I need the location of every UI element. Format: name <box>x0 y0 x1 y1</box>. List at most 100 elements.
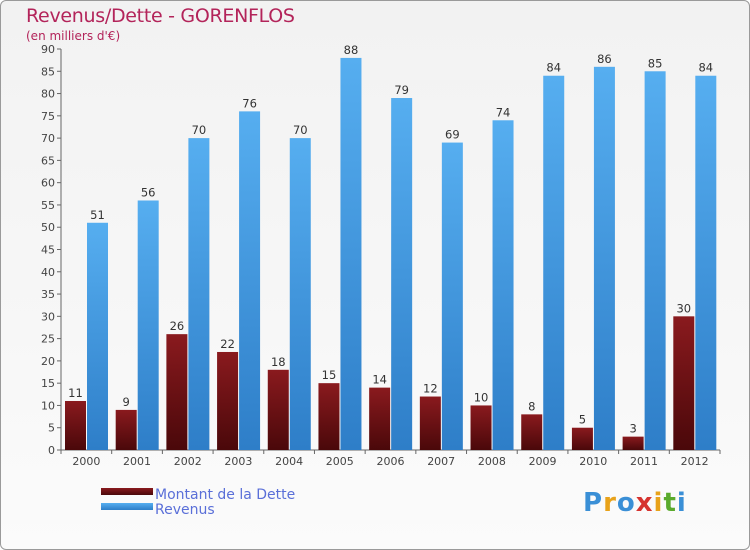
data-label: 51 <box>90 208 105 222</box>
brand-letter: i <box>653 488 664 518</box>
x-tick-label: 2010 <box>579 455 607 468</box>
bar-debt <box>318 383 340 450</box>
data-label: 69 <box>445 128 460 142</box>
bar-debt <box>115 409 137 450</box>
data-label: 9 <box>123 395 130 409</box>
data-label: 70 <box>293 123 308 137</box>
data-label: 56 <box>141 185 156 199</box>
legend-swatch-revenus <box>101 503 153 510</box>
legend: Montant de la Dette Revenus <box>101 487 295 518</box>
brand-letter: i <box>676 488 687 518</box>
bar-revenus <box>593 66 615 451</box>
chart-subtitle: (en milliers d'€) <box>26 29 121 43</box>
y-tick-label: 35 <box>41 288 55 301</box>
x-tick-label: 2009 <box>529 455 557 468</box>
bar-revenus <box>391 98 413 450</box>
data-label: 26 <box>170 319 185 333</box>
brand-letter: o <box>616 488 636 518</box>
y-tick-label: 65 <box>41 154 55 167</box>
bar-revenus <box>644 71 666 451</box>
y-tick-label: 20 <box>41 355 55 368</box>
bar-revenus <box>492 120 514 451</box>
x-tick-label: 2011 <box>630 455 658 468</box>
y-tick-label: 10 <box>41 399 55 412</box>
data-label: 22 <box>220 337 235 351</box>
y-tick-label: 45 <box>41 244 55 257</box>
legend-label-debt: Montant de la Dette <box>155 487 295 503</box>
bar-debt <box>65 400 86 450</box>
axes: 0510152025303540455055606570758085902000… <box>41 43 721 468</box>
data-label: 12 <box>423 382 438 396</box>
y-tick-label: 70 <box>41 132 55 145</box>
bar-revenus <box>695 75 717 450</box>
legend-label-revenus: Revenus <box>155 502 215 518</box>
legend-swatch-debt <box>101 488 153 495</box>
bar-debt <box>419 396 441 450</box>
x-tick-label: 2003 <box>224 455 252 468</box>
y-tick-label: 80 <box>41 88 55 101</box>
data-label: 85 <box>648 56 663 70</box>
bar-debt <box>217 351 239 450</box>
y-tick-label: 5 <box>48 422 55 435</box>
data-label: 3 <box>629 422 636 436</box>
data-label: 14 <box>372 373 387 387</box>
bar-debt <box>673 316 695 450</box>
x-tick-label: 2004 <box>275 455 303 468</box>
data-label: 88 <box>344 43 359 57</box>
x-tick-label: 2008 <box>478 455 506 468</box>
bar-revenus <box>137 200 159 450</box>
y-tick-label: 90 <box>41 43 55 56</box>
brand-letter: t <box>663 488 677 518</box>
y-tick-label: 60 <box>41 177 55 190</box>
y-tick-label: 15 <box>41 377 55 390</box>
x-tick-label: 2006 <box>377 455 405 468</box>
bar-revenus <box>188 138 210 450</box>
data-label: 84 <box>546 61 561 75</box>
brand-letter: x <box>635 488 654 518</box>
brand-letter: P <box>583 488 604 518</box>
data-label: 30 <box>676 301 691 315</box>
data-label: 76 <box>242 96 257 110</box>
bar-revenus <box>543 75 565 450</box>
bar-debt <box>470 405 492 450</box>
x-tick-label: 2012 <box>681 455 709 468</box>
x-tick-label: 2002 <box>174 455 202 468</box>
x-tick-label: 2000 <box>72 455 100 468</box>
bar-debt <box>267 369 289 450</box>
data-label: 86 <box>597 52 612 66</box>
bar-revenus <box>441 142 463 451</box>
y-tick-label: 40 <box>41 266 55 279</box>
y-tick-label: 50 <box>41 221 55 234</box>
bars <box>65 57 717 451</box>
bar-debt <box>622 436 644 450</box>
x-tick-label: 2001 <box>123 455 151 468</box>
bar-debt <box>166 334 188 450</box>
bar-revenus <box>289 138 311 450</box>
bar-debt <box>369 387 391 450</box>
data-label: 11 <box>68 386 83 400</box>
data-labels: 11 51 9 56 26 70 22 76 18 70 15 88 14 79 12 69 10 74 8 84 5 8… <box>68 43 713 436</box>
chart-title: Revenus/Dette - GORENFLOS <box>26 5 295 27</box>
data-label: 74 <box>496 105 511 119</box>
data-label: 8 <box>528 399 535 413</box>
y-tick-label: 75 <box>41 110 55 123</box>
brand-letter: r <box>603 488 617 518</box>
data-label: 70 <box>192 123 207 137</box>
bar-revenus <box>340 57 362 451</box>
data-label: 18 <box>271 355 286 369</box>
data-label: 15 <box>322 368 337 382</box>
bar-revenus <box>239 111 261 450</box>
data-label: 5 <box>579 413 586 427</box>
x-tick-label: 2005 <box>326 455 354 468</box>
bar-debt <box>571 427 593 450</box>
data-label: 79 <box>394 83 409 97</box>
bar-debt <box>521 414 543 450</box>
brand-logo: Proxiti <box>583 488 687 518</box>
y-tick-label: 55 <box>41 199 55 212</box>
y-tick-label: 25 <box>41 333 55 346</box>
x-tick-label: 2007 <box>427 455 455 468</box>
y-tick-label: 0 <box>48 444 55 457</box>
bar-revenus <box>87 222 108 450</box>
